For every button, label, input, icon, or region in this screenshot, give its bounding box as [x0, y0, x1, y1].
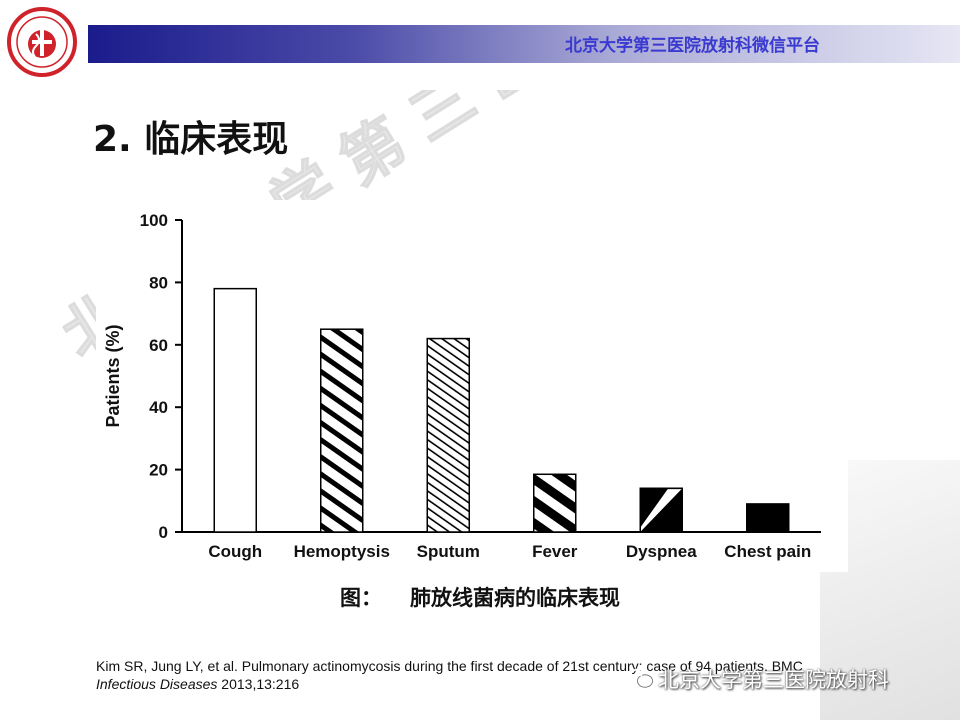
reference-main: Kim SR, Jung LY, et al. Pulmonary actino… — [96, 658, 803, 674]
y-tick-label: 80 — [149, 273, 168, 292]
header-bar — [88, 25, 960, 63]
y-tick-label: 100 — [140, 211, 168, 230]
x-tick-label: Dyspnea — [626, 542, 697, 561]
figure-caption: 图： 肺放线菌病的临床表现 — [0, 582, 960, 612]
header-title: 北京大学第三医院放射科微信平台 — [565, 36, 820, 56]
bar-fill-triangle-top — [640, 488, 669, 528]
caption-text: 肺放线菌病的临床表现 — [410, 586, 620, 610]
y-tick-label: 20 — [149, 461, 168, 480]
y-tick-label: 0 — [159, 523, 168, 542]
reference-journal: Infectious Diseases — [96, 676, 218, 692]
bar-chest-pain — [746, 503, 790, 533]
bar-hemoptysis — [320, 328, 364, 533]
bar-fill-triangle — [640, 488, 683, 532]
section-title: 2. 临床表现 — [93, 119, 289, 160]
caption-prefix: 图： — [340, 586, 382, 610]
x-tick-label: Fever — [532, 542, 578, 561]
y-tick-label: 40 — [149, 398, 168, 417]
bar-sputum — [426, 337, 470, 533]
wechat-icon — [628, 668, 653, 688]
x-tick-label: Hemoptysis — [294, 542, 390, 561]
chart: 0 20 40 60 80 100 Patients (%) Cough Hemoptysis S… — [96, 200, 848, 572]
bar-fever — [533, 473, 577, 533]
y-axis-label: Patients (%) — [103, 324, 123, 427]
x-tick-label: Chest pain — [724, 542, 811, 561]
reference-citation: Kim SR, Jung LY, et al. Pulmonary actino… — [96, 657, 916, 693]
bar-outline — [639, 487, 683, 533]
y-tick-label: 60 — [149, 336, 168, 355]
wechat-label: 北京大学第三医院放射科 — [658, 668, 889, 692]
x-tick-label: Cough — [208, 542, 262, 561]
wechat-watermark: 北京大学第三医院放射科 — [628, 664, 889, 694]
bar-chart: 0 20 40 60 80 100 Patients (%) Cough Hemoptysis S… — [103, 211, 821, 561]
x-tick-label: Sputum — [417, 542, 480, 561]
hospital-logo-icon — [7, 7, 77, 77]
reference-tail: 2013,13:216 — [217, 676, 300, 692]
bar-cough — [213, 287, 257, 533]
